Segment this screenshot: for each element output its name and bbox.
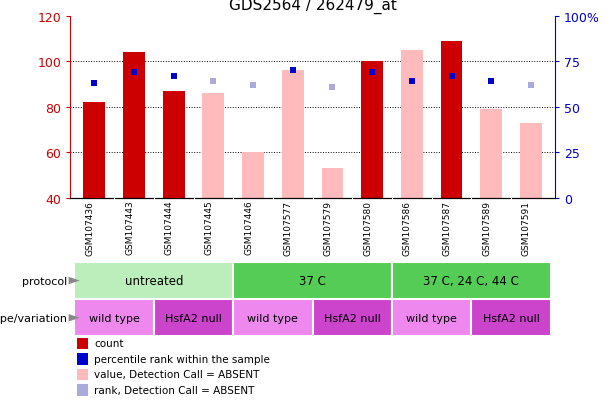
Text: GSM107587: GSM107587: [443, 200, 452, 255]
Bar: [77, 369, 88, 380]
Bar: [481, 109, 502, 198]
Bar: [77, 354, 88, 365]
Bar: [74, 299, 154, 337]
Text: GSM107586: GSM107586: [403, 200, 412, 255]
Bar: [313, 299, 392, 337]
Text: GSM107443: GSM107443: [125, 200, 134, 255]
Bar: [441, 42, 462, 198]
Text: GSM107436: GSM107436: [85, 200, 94, 255]
Text: untreated: untreated: [124, 274, 183, 287]
Bar: [401, 50, 423, 198]
Bar: [233, 299, 313, 337]
Text: percentile rank within the sample: percentile rank within the sample: [94, 354, 270, 364]
Bar: [83, 103, 105, 198]
Bar: [392, 299, 471, 337]
Bar: [242, 153, 264, 198]
Text: wild type: wild type: [248, 313, 299, 323]
Title: GDS2564 / 262479_at: GDS2564 / 262479_at: [229, 0, 397, 14]
Text: GSM107589: GSM107589: [482, 200, 491, 255]
Bar: [520, 123, 542, 198]
Text: rank, Detection Call = ABSENT: rank, Detection Call = ABSENT: [94, 385, 255, 395]
Text: GSM107444: GSM107444: [165, 200, 173, 255]
Bar: [77, 338, 88, 349]
Bar: [233, 262, 392, 299]
Bar: [163, 91, 185, 198]
Text: GSM107591: GSM107591: [522, 200, 531, 255]
Bar: [154, 299, 233, 337]
Text: count: count: [94, 339, 124, 349]
Text: HsfA2 null: HsfA2 null: [165, 313, 222, 323]
Text: 37 C: 37 C: [299, 274, 326, 287]
Bar: [202, 94, 224, 198]
Text: protocol: protocol: [22, 276, 67, 286]
Text: 37 C, 24 C, 44 C: 37 C, 24 C, 44 C: [424, 274, 519, 287]
Bar: [392, 262, 551, 299]
Bar: [74, 262, 233, 299]
Text: GSM107580: GSM107580: [363, 200, 372, 255]
Text: GSM107445: GSM107445: [204, 200, 213, 255]
Text: wild type: wild type: [406, 313, 457, 323]
Text: value, Detection Call = ABSENT: value, Detection Call = ABSENT: [94, 370, 260, 380]
Text: genotype/variation: genotype/variation: [0, 313, 67, 323]
Bar: [471, 299, 551, 337]
Bar: [282, 71, 303, 198]
Text: GSM107579: GSM107579: [324, 200, 332, 255]
Text: wild type: wild type: [89, 313, 140, 323]
Bar: [77, 385, 88, 396]
Text: GSM107577: GSM107577: [284, 200, 293, 255]
Bar: [322, 169, 343, 198]
Bar: [361, 62, 383, 198]
Text: HsfA2 null: HsfA2 null: [324, 313, 381, 323]
Text: GSM107446: GSM107446: [244, 200, 253, 255]
Bar: [123, 53, 145, 198]
Text: HsfA2 null: HsfA2 null: [482, 313, 539, 323]
